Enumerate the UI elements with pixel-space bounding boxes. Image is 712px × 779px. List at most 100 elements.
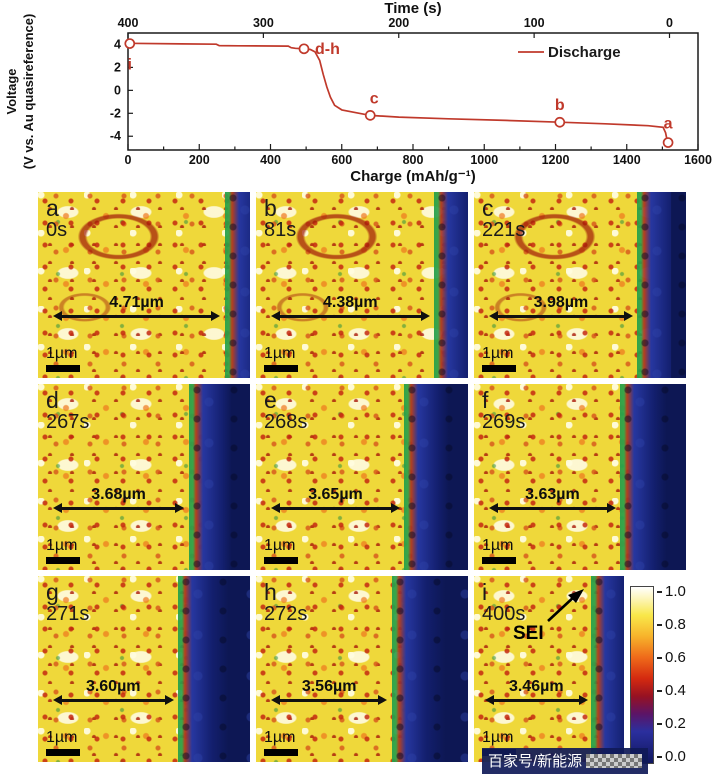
marker-i <box>124 38 136 49</box>
y-tick-label: 2 <box>114 60 121 74</box>
colorbar-labels: 1.0 0.8 0.6 0.4 0.2 0.0 <box>657 583 686 765</box>
panel-label: h 272s <box>264 580 307 625</box>
arrow-line <box>276 315 424 318</box>
top-tick-label: 200 <box>388 16 409 30</box>
arrow-line <box>494 507 611 510</box>
marker-label-b: b <box>555 97 565 114</box>
micrograph-panel-e: e 268s 3.65µm 1µm <box>256 384 468 570</box>
panel-letter: b <box>264 195 277 221</box>
thickness-measure: 3.60µm <box>52 678 174 706</box>
scale-bar: 1µm <box>482 345 516 372</box>
double-arrow-icon <box>52 503 185 514</box>
micrograph-panel-i: i 400s 3.46µm 1µm SEI <box>474 576 624 762</box>
scale-bar: 1µm <box>46 537 80 564</box>
panel-time: 81s <box>264 219 297 242</box>
watermark: 百家号/新能源 <box>482 748 649 774</box>
watermark-mosaic-icon <box>586 753 643 768</box>
electrolyte-region <box>188 384 250 570</box>
y-tick-label: -4 <box>110 129 121 143</box>
marker-a <box>662 137 674 148</box>
y-axis-title-line1: Voltage <box>4 69 19 115</box>
colorbar-tick: 0.4 <box>657 682 686 699</box>
panel-row-3: g 271s 3.60µm 1µm h 272s 3.56µm 1µm i 400s 3.46µm 1… <box>38 576 712 762</box>
x-tick-label: 600 <box>331 153 352 167</box>
marker-d-h <box>298 43 310 55</box>
colorbar: 1.0 0.8 0.6 0.4 0.2 0.0 <box>630 583 686 765</box>
scale-bar-label: 1µm <box>264 345 296 362</box>
legend-label: Discharge <box>548 44 621 61</box>
top-tick-label: 0 <box>666 16 673 30</box>
electrolyte-region <box>391 576 468 762</box>
thickness-measure: 4.71µm <box>52 294 221 322</box>
panel-letter: e <box>264 387 277 413</box>
marker-label-a: a <box>664 116 673 133</box>
y-tick-label: 0 <box>114 83 121 97</box>
scale-bar: 1µm <box>264 729 298 756</box>
x-tick-label: 200 <box>189 153 210 167</box>
panel-label: i 400s <box>482 580 525 625</box>
panel-label: g 271s <box>46 580 89 625</box>
x-tick-label: 1600 <box>684 153 712 167</box>
x-axis-title: Charge (mAh/g⁻¹) <box>350 168 475 185</box>
x-tick-label: 1200 <box>542 153 570 167</box>
double-arrow-icon <box>52 311 221 322</box>
scale-bar-rect <box>264 365 298 372</box>
thickness-value: 3.68µm <box>91 486 146 504</box>
y-tick-label: -2 <box>110 106 121 120</box>
double-arrow-icon <box>484 695 589 706</box>
micrograph-panel-c: c 221s 3.98µm 1µm <box>474 192 686 378</box>
thickness-value: 4.38µm <box>323 294 378 312</box>
thickness-measure: 3.65µm <box>270 486 401 514</box>
panel-time: 400s <box>482 603 526 626</box>
y-tick-label: 4 <box>114 37 121 51</box>
panel-time: 0s <box>46 219 68 242</box>
panel-letter: a <box>46 195 59 221</box>
micrograph-panel-h: h 272s 3.56µm 1µm <box>256 576 468 762</box>
thickness-value: 4.71µm <box>109 294 164 312</box>
panel-label: f 269s <box>482 388 525 433</box>
colorbar-tick: 0.8 <box>657 616 686 633</box>
micrograph-panel-g: g 271s 3.60µm 1µm <box>38 576 250 762</box>
micrograph-panel-f: f 269s 3.63µm 1µm <box>474 384 686 570</box>
arrow-line <box>276 699 382 702</box>
panel-time: 268s <box>264 411 308 434</box>
panel-row-2: d 267s 3.68µm 1µm e 268s 3.65µm 1µm f 269s 3.63µm 1… <box>38 384 712 570</box>
scale-bar-rect <box>482 365 516 372</box>
scale-bar: 1µm <box>46 729 80 756</box>
top-tick-label: 400 <box>118 16 139 30</box>
colorbar-tick: 1.0 <box>657 583 686 600</box>
sei-arrow-icon <box>547 589 584 623</box>
panel-time: 271s <box>46 603 90 626</box>
electrolyte-region <box>637 192 686 378</box>
thickness-measure: 3.98µm <box>488 294 634 322</box>
electrolyte-region <box>591 576 624 762</box>
double-arrow-icon <box>270 695 388 706</box>
thickness-value: 3.98µm <box>533 294 589 312</box>
panel-time: 221s <box>482 219 526 242</box>
double-arrow-icon <box>488 311 634 322</box>
thickness-measure: 3.56µm <box>270 678 388 706</box>
panel-label: b 81s <box>264 196 296 241</box>
x-tick-label: 1400 <box>613 153 641 167</box>
panel-time: 267s <box>46 411 90 434</box>
y-axis-title-line2: (V vs. Au quasireference) <box>21 14 36 170</box>
scale-bar: 1µm <box>482 537 516 564</box>
scale-bar-label: 1µm <box>264 729 296 746</box>
micrograph-panel-a: a 0s 4.71µm 1µm <box>38 192 250 378</box>
marker-label-d-h: d-h <box>315 41 340 58</box>
top-tick-label: 100 <box>524 16 545 30</box>
colorbar-gradient <box>630 586 654 764</box>
panel-label: e 268s <box>264 388 307 433</box>
electrolyte-region <box>434 192 468 378</box>
scale-bar-rect <box>264 749 298 756</box>
panel-letter: c <box>482 195 494 221</box>
top-axis-title: Time (s) <box>384 0 441 17</box>
scale-bar-label: 1µm <box>46 729 78 746</box>
panel-letter: g <box>46 579 59 605</box>
scale-bar-label: 1µm <box>482 537 514 554</box>
panel-label: a 0s <box>46 196 67 241</box>
scale-bar-rect <box>264 557 298 564</box>
thickness-measure: 3.63µm <box>488 486 617 514</box>
marker-label-i: i <box>128 57 132 74</box>
